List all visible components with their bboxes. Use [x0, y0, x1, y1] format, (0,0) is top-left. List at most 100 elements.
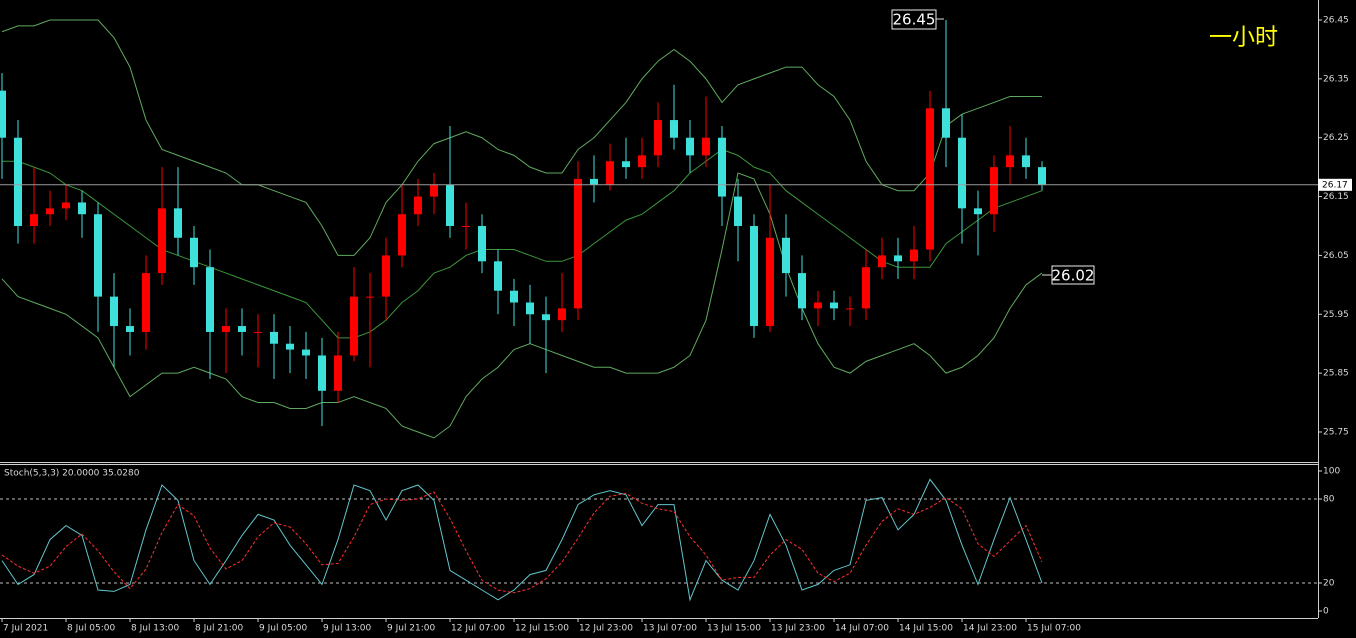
candle-body	[798, 273, 806, 309]
stochastic-line	[1, 478, 1043, 602]
candle-body	[462, 225, 470, 227]
candle-body	[350, 296, 358, 356]
annotation: 26.45	[893, 11, 936, 29]
candle-body	[174, 208, 182, 238]
y-tick-label: 100	[1323, 467, 1340, 477]
candle-body	[446, 184, 454, 226]
candle-body	[718, 137, 726, 197]
candle-body	[1038, 167, 1046, 185]
candle-body	[542, 314, 550, 321]
x-tick-label: 12 Jul 15:00	[515, 624, 569, 634]
candle-body	[494, 261, 502, 291]
annotation: 26.02	[1052, 267, 1095, 285]
candle-body	[670, 120, 678, 138]
candle-body	[782, 237, 790, 274]
y-tick-label: 26.05	[1323, 251, 1349, 261]
candle-body	[654, 120, 662, 156]
x-tick-label: 8 Jul 05:00	[67, 624, 116, 634]
candle-body	[750, 225, 758, 327]
bollinger-band	[2, 148, 1043, 339]
candle-body	[14, 137, 22, 226]
marks: 26.45 26.35 26.25 26.15 26.05 25.95 25.85 25.75…	[0, 16, 1352, 634]
candle-body	[974, 208, 982, 215]
candle-body	[990, 167, 998, 215]
x-tick-label: 8 Jul 21:00	[195, 624, 244, 634]
candle-body	[862, 267, 870, 309]
x-tick-label: 14 Jul 15:00	[899, 624, 953, 634]
bollinger-band	[1, 172, 1043, 439]
candle-body	[766, 237, 774, 327]
y-tick-label: 25.75	[1323, 427, 1349, 437]
candle-body	[574, 178, 582, 309]
candle-body	[206, 267, 214, 332]
stochastic-line	[1, 491, 1043, 594]
x-tick-label: 9 Jul 05:00	[259, 624, 308, 634]
candle-body	[62, 202, 70, 209]
candle-body	[846, 308, 854, 310]
x-tick-label: 7 Jul 2021	[3, 624, 48, 634]
candle-body	[222, 326, 230, 332]
x-tick-label: 15 Jul 07:00	[1027, 624, 1081, 634]
candle-body	[734, 196, 742, 226]
candle-body	[270, 331, 278, 344]
candle-body	[638, 155, 646, 168]
candle-body	[142, 273, 150, 332]
x-tick-label: 12 Jul 23:00	[579, 624, 633, 634]
candle-body	[830, 302, 838, 309]
candle-body	[94, 214, 102, 297]
x-tick-label: 8 Jul 13:00	[131, 624, 180, 634]
candle-body	[558, 308, 566, 321]
candle-body	[110, 296, 118, 327]
candle-body	[78, 202, 86, 215]
y-tick-label: 80	[1323, 495, 1335, 505]
candle-body	[414, 196, 422, 215]
candle-body	[606, 161, 614, 185]
indicator-title: Stoch(5,3,3) 20.0000 35.0280	[4, 469, 140, 479]
y-tick-label: 26.35	[1323, 74, 1349, 84]
candle-body	[334, 355, 342, 391]
x-tick-label: 13 Jul 07:00	[643, 624, 697, 634]
y-tick-label: 26.25	[1323, 133, 1349, 143]
candle-body	[382, 255, 390, 297]
current-price-box	[1318, 178, 1352, 191]
candle-body	[510, 290, 518, 303]
candle-body	[46, 208, 54, 215]
x-tick-label: 13 Jul 23:00	[771, 624, 825, 634]
x-tick-label: 9 Jul 21:00	[387, 624, 436, 634]
candle-body	[686, 137, 694, 156]
x-tick-label: 9 Jul 13:00	[323, 624, 372, 634]
y-tick-label: 20	[1323, 579, 1335, 589]
candle-body	[238, 326, 246, 332]
timeframe-label: 一小时	[1209, 25, 1278, 51]
candle-body	[0, 90, 6, 138]
candle-body	[590, 178, 598, 185]
candle-body	[910, 249, 918, 262]
candle-body	[926, 108, 934, 250]
candle-body	[366, 296, 374, 298]
candle-body	[622, 161, 630, 168]
annotation-box	[1051, 265, 1095, 285]
y-tick-label: 26.45	[1323, 16, 1349, 26]
candle-body	[878, 255, 886, 268]
bollinger-band	[1, 19, 1042, 256]
candle-body	[318, 355, 326, 391]
y-tick-label: 0	[1323, 607, 1329, 617]
candle-body	[894, 255, 902, 262]
candle-body	[478, 225, 486, 262]
candle-body	[1022, 155, 1030, 168]
candle-body	[1006, 155, 1014, 168]
x-tick-label: 14 Jul 07:00	[835, 624, 889, 634]
candle-body	[286, 343, 294, 350]
candle-body	[30, 214, 38, 226]
y-tick-label: 25.85	[1323, 369, 1349, 379]
x-tick-label: 13 Jul 15:00	[707, 624, 761, 634]
candle-body	[526, 302, 534, 315]
y-tick-label: 25.95	[1323, 310, 1349, 320]
candle-body	[430, 184, 438, 197]
annotation-box	[891, 9, 937, 30]
candle-body	[814, 302, 822, 309]
candle-body	[302, 349, 310, 356]
candle-body	[158, 208, 166, 274]
